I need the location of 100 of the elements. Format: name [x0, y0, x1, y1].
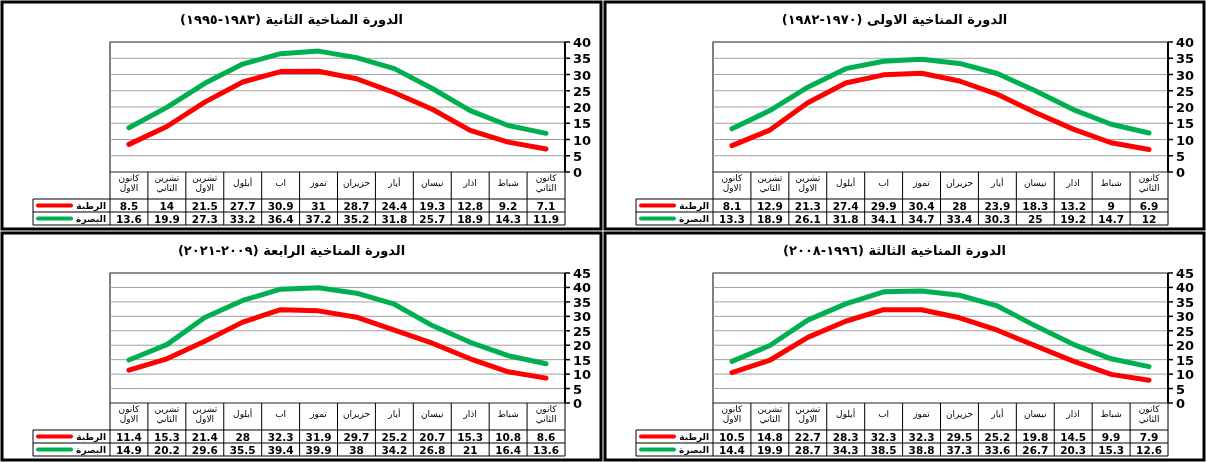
data-label: 26.7	[1022, 443, 1049, 456]
data-label: 16.4	[495, 443, 522, 456]
data-label: 38.8	[908, 443, 935, 456]
y-tick-label: 45	[573, 266, 592, 281]
chart-title: الدورة المناخية الرابعة (٢٠٠٩-٢٠٢١)	[177, 243, 406, 258]
data-label: 19.2	[1060, 212, 1087, 225]
x-tick-label: نيسان	[1023, 178, 1047, 188]
data-label: 33.4	[946, 212, 973, 225]
data-label: 7.9	[1139, 430, 1159, 443]
data-label: 8.1	[722, 199, 742, 212]
y-tick-label: 30	[1176, 67, 1195, 83]
data-label: 19.9	[153, 212, 180, 225]
y-tick-label: 15	[573, 116, 592, 132]
data-label: 29.5	[946, 430, 973, 443]
data-label: 31.9	[305, 430, 332, 443]
x-tick-label: نيسان	[420, 178, 444, 188]
y-tick-label: 20	[1176, 100, 1195, 115]
data-label: 8.6	[536, 430, 556, 443]
data-label: 25.2	[984, 430, 1011, 443]
data-label: 29.6	[191, 443, 218, 456]
x-tick-label: تموز	[912, 409, 931, 419]
x-tick-label: حزيران	[945, 409, 974, 419]
y-tick-label: 0	[573, 165, 583, 180]
data-label: 21.3	[794, 199, 821, 212]
data-label: 37.3	[946, 443, 973, 456]
legend-label: البصرة	[76, 214, 106, 225]
data-label: 27.4	[832, 199, 859, 212]
data-label: 14.5	[1060, 430, 1087, 443]
data-label: 27.7	[229, 199, 256, 212]
data-label: 31.8	[832, 212, 859, 225]
data-label: 36.4	[267, 212, 294, 225]
x-tick-label: اب	[878, 409, 890, 419]
y-tick-label: 35	[573, 294, 592, 310]
chart-title: الدورة المناخية الثانية (١٩٨٣-١٩٩٥)	[180, 12, 403, 27]
data-label: 19.3	[419, 199, 446, 212]
data-label: 10.5	[719, 430, 745, 443]
data-label: 12	[1141, 212, 1157, 225]
data-label: 34.7	[908, 212, 935, 225]
data-label: 14.4	[719, 443, 745, 456]
y-tick-label: 5	[573, 148, 583, 164]
legend-label: الرطبة	[76, 201, 106, 212]
data-label: 30.3	[984, 212, 1011, 225]
x-tick-label: أيار	[990, 408, 1004, 419]
data-label: 13.2	[1060, 199, 1087, 212]
data-label: 25.7	[419, 212, 446, 225]
y-tick-label: 10	[573, 367, 592, 383]
x-tick-label: اب	[878, 178, 890, 188]
x-tick-label: تشرين الاول	[795, 404, 821, 424]
x-tick-label: اذار	[462, 178, 477, 188]
legend-label: الرطبة	[679, 201, 709, 212]
y-tick-label: 35	[1176, 51, 1195, 67]
data-label: 37.2	[305, 212, 332, 225]
x-tick-label: تشرين الاول	[192, 173, 218, 193]
data-label: 32.3	[870, 430, 897, 443]
y-tick-label: 5	[573, 381, 583, 397]
data-label: 13.3	[719, 212, 745, 225]
y-tick-label: 0	[1176, 396, 1186, 411]
legend-label: البصرة	[679, 214, 709, 225]
x-tick-label: تموز	[912, 178, 931, 188]
data-label: 30.9	[267, 199, 294, 212]
data-label: 28	[952, 199, 967, 212]
data-label: 15.3	[457, 430, 484, 443]
y-tick-label: 25	[1176, 323, 1195, 339]
x-tick-label: كانون الاول	[118, 173, 141, 193]
x-tick-label: نيسان	[420, 409, 444, 419]
y-tick-label: 5	[1176, 381, 1186, 397]
data-label: 23.9	[984, 199, 1011, 212]
data-label: 28.7	[343, 199, 370, 212]
data-label: 28.3	[832, 430, 859, 443]
data-label: 39.4	[267, 443, 294, 456]
data-label: 12.8	[457, 199, 484, 212]
data-label: 11.4	[116, 430, 142, 443]
legend-label: الرطبة	[76, 432, 106, 443]
y-tick-label: 5	[1176, 148, 1186, 164]
y-tick-label: 25	[573, 83, 592, 99]
y-tick-label: 40	[573, 35, 592, 50]
x-tick-label: كانون الثاني	[535, 404, 558, 424]
x-tick-label: تشرين الثاني	[757, 173, 783, 193]
legend-label: البصرة	[679, 445, 709, 456]
data-label: 21.5	[191, 199, 218, 212]
x-tick-label: كانون الاول	[118, 404, 141, 424]
x-tick-label: شباط	[1100, 409, 1122, 419]
y-tick-label: 15	[1176, 352, 1195, 368]
x-tick-label: اذار	[1065, 178, 1080, 188]
data-label: 29.7	[343, 430, 370, 443]
data-label: 34.1	[870, 212, 897, 225]
x-tick-label: نيسان	[1023, 409, 1047, 419]
x-tick-label: حزيران	[342, 409, 371, 419]
y-tick-label: 20	[1176, 338, 1195, 354]
y-tick-label: 40	[573, 280, 592, 296]
data-label: 10.8	[495, 430, 522, 443]
x-tick-label: أيلول	[233, 408, 253, 419]
data-label: 14.8	[756, 430, 783, 443]
data-label: 22.7	[794, 430, 821, 443]
data-label: 9	[1107, 199, 1115, 212]
data-label: 8.5	[119, 199, 139, 212]
x-tick-label: تشرين الاول	[795, 173, 821, 193]
x-tick-label: شباط	[1100, 178, 1122, 188]
data-label: 35.5	[229, 443, 256, 456]
x-tick-label: أيلول	[836, 408, 856, 419]
